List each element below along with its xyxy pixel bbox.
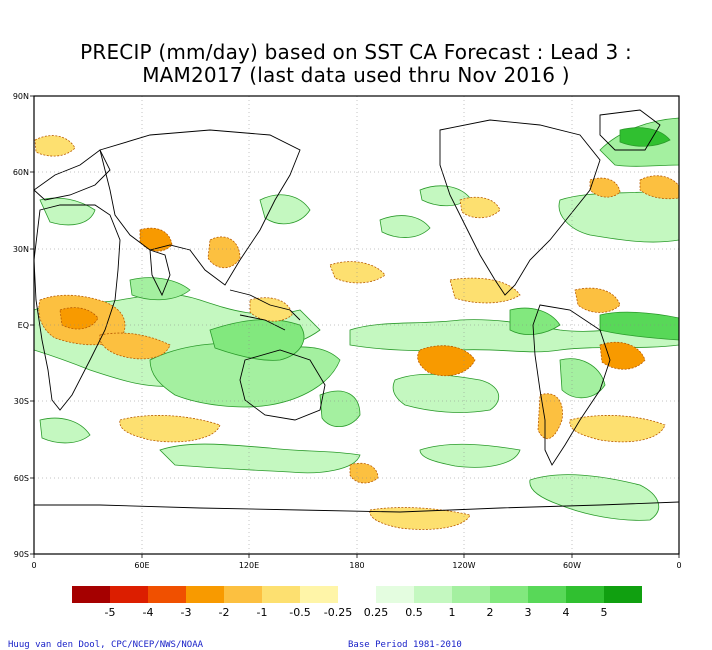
colorbar-swatch <box>224 586 262 603</box>
title-line-2: MAM2017 (last data used thru Nov 2016 ) <box>142 63 570 87</box>
colorbar-swatch <box>528 586 566 603</box>
colorbar-label: 1 <box>449 606 456 619</box>
longitude-labels: 0 60E 120E 180 120W 60W 0 <box>31 561 681 570</box>
colorbar-swatch <box>452 586 490 603</box>
colorbar-label: -0.5 <box>289 606 310 619</box>
colorbar-swatch <box>414 586 452 603</box>
credit-author: Huug van den Dool, CPC/NCEP/NWS/NOAA <box>8 640 204 650</box>
gridlines <box>34 96 679 554</box>
tick-marks <box>30 95 680 558</box>
lon-label-0-west: 0 <box>31 561 36 570</box>
colorbar-swatch <box>110 586 148 603</box>
lat-label-30n: 30N <box>13 245 29 254</box>
lon-label-0-east: 0 <box>676 561 681 570</box>
colorbar-label: 4 <box>563 606 570 619</box>
lat-label-90s: 90S <box>14 550 29 559</box>
lon-label-180: 180 <box>349 561 364 570</box>
lon-label-120e: 120E <box>239 561 259 570</box>
colorbar-swatch <box>148 586 186 603</box>
lon-label-60e: 60E <box>134 561 149 570</box>
colorbar-label: 5 <box>601 606 608 619</box>
lat-label-60s: 60S <box>14 474 29 483</box>
colorbar-label: -0.25 <box>324 606 352 619</box>
positive-anomalies <box>34 117 679 521</box>
colorbar-swatch <box>300 586 338 603</box>
lat-label-60n: 60N <box>13 168 29 177</box>
colorbar-label: -4 <box>143 606 154 619</box>
colorbar-swatch <box>604 586 642 603</box>
colorbar-label: 0.5 <box>405 606 423 619</box>
precip-field <box>34 109 679 530</box>
title-line-1: PRECIP (mm/day) based on SST CA Forecast… <box>80 40 632 64</box>
colorbar-label: 3 <box>525 606 532 619</box>
latitude-labels: 90N 60N 30N EQ 30S 60S 90S <box>13 92 29 559</box>
colorbar-swatch <box>186 586 224 603</box>
lat-label-eq: EQ <box>18 321 29 330</box>
colorbar-swatch <box>338 586 376 603</box>
lon-label-120w: 120W <box>452 561 475 570</box>
colorbar-label: -2 <box>219 606 230 619</box>
colorbar-label: -1 <box>257 606 268 619</box>
lat-label-90n: 90N <box>13 92 29 101</box>
colorbar-label: -5 <box>105 606 116 619</box>
colorbar-label: 2 <box>487 606 494 619</box>
lat-label-30s: 30S <box>14 397 29 406</box>
colorbar-label: -3 <box>181 606 192 619</box>
colorbar: -5 -4 -3 -2 -1 -0.5 -0.25 0.25 0.5 1 2 3 4 5 <box>72 586 642 619</box>
colorbar-swatch <box>566 586 604 603</box>
credit-base-period: Base Period 1981-2010 <box>348 640 462 650</box>
colorbar-swatch <box>376 586 414 603</box>
colorbar-swatch <box>262 586 300 603</box>
colorbar-swatch <box>490 586 528 603</box>
colorbar-swatch <box>72 586 110 603</box>
coastlines <box>34 109 679 513</box>
colorbar-label: 0.25 <box>364 606 389 619</box>
lon-label-60w: 60W <box>563 561 581 570</box>
